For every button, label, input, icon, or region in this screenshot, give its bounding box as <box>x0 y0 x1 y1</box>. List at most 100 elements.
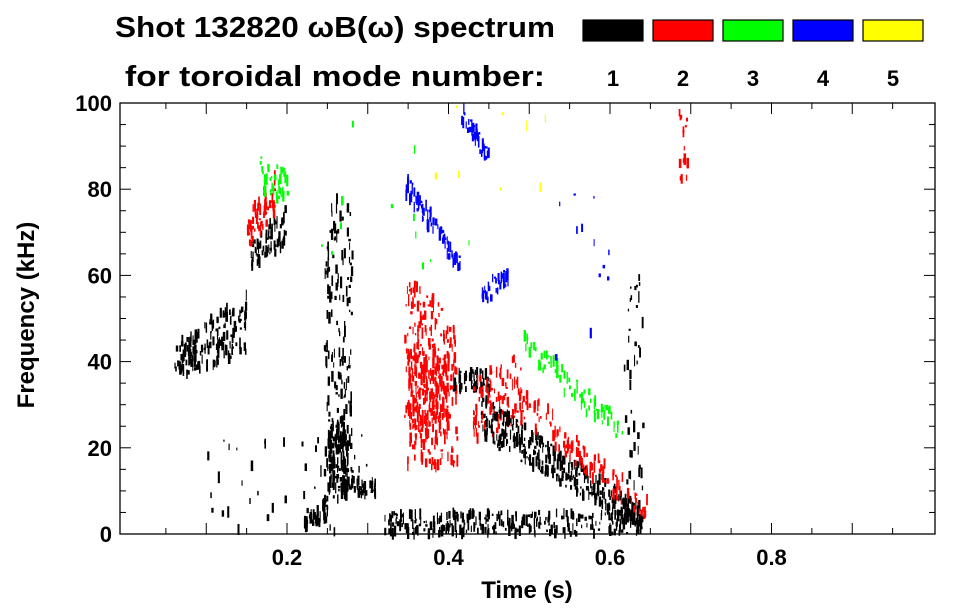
spectrum-mark-mode-1 <box>537 431 539 441</box>
spectrum-mark-mode-1 <box>342 421 345 432</box>
spectrum-mark-mode-1 <box>239 309 241 317</box>
spectrum-mark-mode-3 <box>413 213 415 221</box>
spectrum-mark-mode-2 <box>449 343 451 349</box>
spectrum-mark-mode-2 <box>427 304 430 307</box>
spectrum-mark-mode-1 <box>613 528 616 536</box>
spectrum-mark-mode-1 <box>608 512 611 521</box>
spectrum-mark-mode-4 <box>478 132 481 135</box>
spectrum-mark-mode-2 <box>265 201 268 209</box>
spectrum-mark-mode-1 <box>593 483 596 494</box>
spectrum-mark-mode-1 <box>548 522 550 526</box>
spectrum-mark-mode-1 <box>448 510 451 519</box>
spectrum-mark-mode-1 <box>636 505 639 511</box>
spectrum-mark-mode-2 <box>474 415 477 425</box>
spectrum-mark-mode-1 <box>608 489 611 497</box>
spectrum-mark-mode-3 <box>286 190 290 196</box>
spectrum-mark-mode-1 <box>395 518 397 525</box>
spectrum-mark-mode-1 <box>532 457 534 463</box>
spectrum-mark-mode-2 <box>418 421 420 433</box>
spectrum-mark-mode-4 <box>459 261 461 271</box>
spectrum-mark-mode-1 <box>340 424 343 428</box>
spectrum-mark-mode-1 <box>345 378 347 391</box>
spectrum-mark-mode-2 <box>436 401 439 409</box>
spectrum-mark-mode-1 <box>229 309 231 315</box>
spectrum-mark-mode-1 <box>301 441 304 447</box>
spectrum-mark-mode-4 <box>500 271 503 278</box>
spectrum-mark-mode-2 <box>643 514 646 519</box>
spectrum-mark-mode-1 <box>330 463 333 471</box>
spectrum-mark-mode-1 <box>257 254 260 264</box>
spectrum-mark-mode-4 <box>472 126 475 133</box>
spectrum-mark-mode-4 <box>608 249 610 256</box>
spectrum-mark-mode-2 <box>273 179 276 186</box>
spectrum-mark-mode-1 <box>328 485 330 495</box>
spectrum-mark-mode-2 <box>405 405 408 414</box>
spectrum-mark-mode-1 <box>267 246 269 257</box>
spectrum-mark-mode-2 <box>495 366 498 378</box>
spectrum-mark-mode-1 <box>576 478 579 486</box>
spectrum-mark-mode-4 <box>457 262 460 272</box>
spectrum-mark-mode-2 <box>441 453 443 459</box>
spectrum-mark-mode-1 <box>514 527 517 539</box>
spectrum-mark-mode-2 <box>521 401 523 410</box>
spectrum-mark-mode-1 <box>238 318 241 323</box>
spectrum-mark-mode-2 <box>414 333 417 336</box>
spectrum-mark-mode-2 <box>435 385 438 398</box>
spectrum-mark-mode-4 <box>455 251 457 257</box>
spectrum-mark-mode-4 <box>410 194 413 203</box>
spectrum-mark-mode-2 <box>434 350 437 355</box>
spectrum-mark-mode-4 <box>497 280 501 285</box>
spectrum-mark-mode-1 <box>271 223 273 232</box>
spectrum-mark-mode-1 <box>341 480 344 492</box>
spectrum-mark-mode-2 <box>436 415 438 419</box>
spectrum-mark-mode-4 <box>470 127 473 132</box>
spectrum-mark-mode-1 <box>330 446 333 452</box>
spectrum-mark-mode-2 <box>248 239 252 246</box>
spectrum-mark-mode-1 <box>326 458 328 468</box>
spectrum-mark-mode-1 <box>342 336 345 343</box>
spectrum-mark-mode-2 <box>473 428 475 437</box>
spectrum-mark-mode-1 <box>635 305 638 308</box>
spectrum-mark-mode-2 <box>495 396 498 402</box>
spectrum-mark-mode-1 <box>580 486 582 489</box>
spectrum-mark-mode-1 <box>331 418 334 423</box>
spectrum-mark-mode-3 <box>607 416 609 426</box>
spectrum-mark-mode-3 <box>263 179 266 187</box>
spectrum-mark-mode-2 <box>446 417 448 429</box>
spectrum-mark-mode-2 <box>519 402 522 410</box>
spectrum-mark-mode-4 <box>453 252 456 255</box>
spectrum-mark-mode-1 <box>576 518 578 527</box>
spectrum-mark-mode-2 <box>254 207 256 218</box>
spectrum-mark-mode-1 <box>333 223 337 234</box>
spectrum-mark-mode-1 <box>553 455 555 467</box>
spectrum-mark-mode-2 <box>618 479 620 491</box>
spectrum-mark-mode-1 <box>465 529 468 534</box>
spectrum-mark-mode-2 <box>571 445 574 451</box>
spectrum-mark-mode-1 <box>327 466 329 471</box>
spectrum-mark-mode-1 <box>335 203 338 214</box>
spectrum-mark-mode-2 <box>478 397 480 402</box>
spectrum-mark-mode-1 <box>485 400 487 408</box>
spectrum-mark-mode-1 <box>327 248 330 261</box>
spectrum-mark-mode-2 <box>582 445 585 450</box>
spectrum-mark-mode-2 <box>420 375 423 386</box>
spectrum-mark-mode-1 <box>492 401 495 410</box>
spectrum-mark-mode-2 <box>405 366 407 373</box>
spectrum-mark-mode-2 <box>559 426 561 433</box>
spectrum-mark-mode-2 <box>489 406 492 415</box>
spectrum-mark-mode-1 <box>625 514 627 525</box>
spectrum-mark-mode-1 <box>274 248 277 257</box>
spectrum-mark-mode-4 <box>475 123 478 135</box>
spectrum-mark-mode-1 <box>401 522 403 528</box>
spectrum-mark-mode-2 <box>416 300 420 312</box>
spectrum-mark-mode-1 <box>230 334 233 337</box>
spectrum-mark-mode-4 <box>468 126 472 133</box>
spectrum-mark-mode-1 <box>393 511 395 516</box>
spectrum-mark-mode-2 <box>520 387 522 399</box>
spectrum-mark-mode-1 <box>527 514 531 518</box>
spectrum-mark-mode-1 <box>326 495 329 502</box>
spectrum-mark-mode-1 <box>480 411 483 415</box>
spectrum-mark-mode-1 <box>339 435 342 443</box>
spectrum-mark-mode-2 <box>455 367 458 375</box>
